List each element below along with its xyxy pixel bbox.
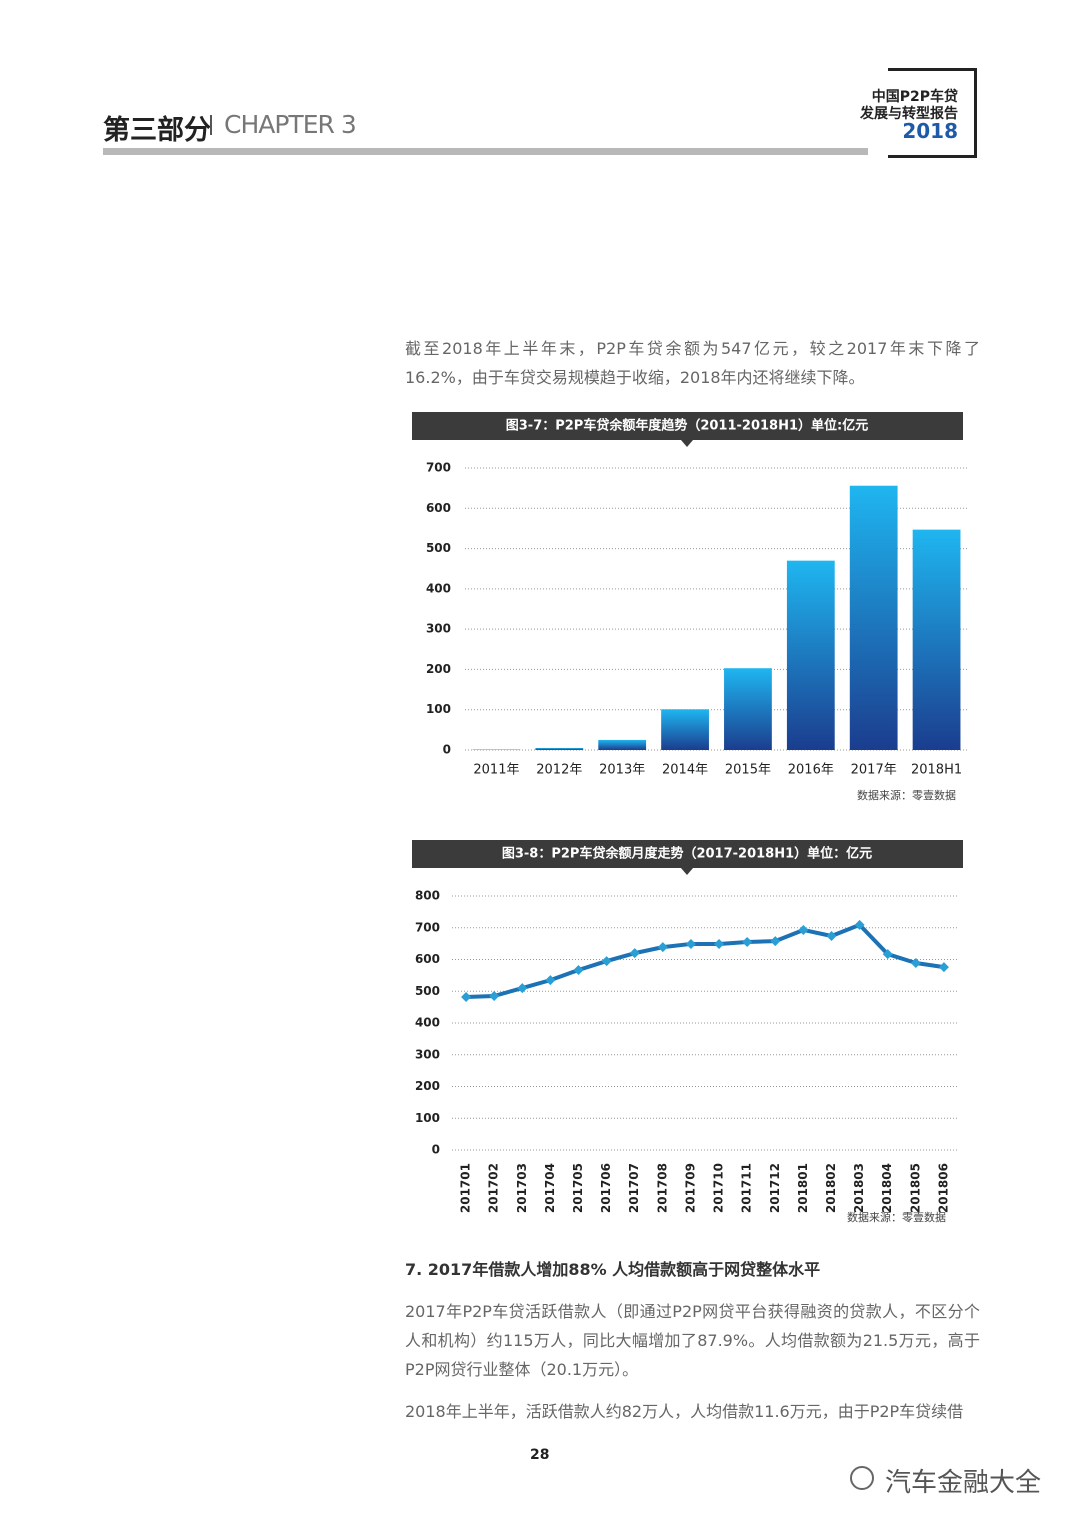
bar bbox=[786, 560, 835, 750]
chart-title-pointer bbox=[681, 868, 693, 875]
marker bbox=[685, 938, 696, 949]
x-tick-label: 201701 bbox=[459, 1163, 473, 1213]
report-title-1: 中国P2P车贷 bbox=[871, 89, 958, 105]
line bbox=[465, 922, 945, 999]
marker bbox=[854, 919, 865, 930]
y-tick-label: 200 bbox=[426, 662, 451, 676]
x-tick-label: 201804 bbox=[880, 1163, 894, 1213]
header-rule bbox=[103, 148, 868, 155]
x-tick-label: 2011年 bbox=[473, 763, 519, 778]
marker bbox=[573, 964, 584, 975]
marker bbox=[742, 937, 753, 948]
y-tick-label: 500 bbox=[415, 984, 440, 998]
marker bbox=[601, 956, 612, 967]
chart-title: 图3-7：P2P车贷余额年度趋势（2011-2018H1）单位:亿元 bbox=[506, 418, 868, 434]
y-tick-label: 100 bbox=[415, 1111, 440, 1125]
y-tick-label: 100 bbox=[426, 702, 451, 716]
x-tick-label: 201801 bbox=[796, 1163, 810, 1213]
section-heading: 7. 2017年借款人增加88% 人均借款额高于网贷整体水平 bbox=[405, 1260, 821, 1279]
x-tick-label: 201709 bbox=[683, 1163, 697, 1213]
chart-title: 图3-8：P2P车贷余额月度走势（2017-2018H1）单位：亿元 bbox=[502, 846, 872, 862]
x-tick-label: 2017年 bbox=[851, 763, 897, 778]
report-year: 2018 bbox=[902, 119, 958, 143]
chart-title-bar bbox=[412, 412, 963, 440]
marker bbox=[882, 949, 893, 960]
chart-title-pointer bbox=[681, 440, 693, 447]
marker bbox=[461, 991, 472, 1002]
report-title-2: 发展与转型报告 bbox=[860, 106, 958, 122]
wechat-icon bbox=[850, 1466, 874, 1490]
x-tick-label: 2014年 bbox=[662, 763, 708, 778]
y-tick-label: 0 bbox=[443, 743, 451, 757]
x-tick-label: 201805 bbox=[908, 1163, 922, 1213]
x-tick-label: 2013年 bbox=[599, 763, 645, 778]
x-tick-label: 2015年 bbox=[725, 763, 771, 778]
y-tick-label: 700 bbox=[415, 920, 440, 934]
x-tick-label: 2012年 bbox=[536, 763, 582, 778]
header-separator bbox=[210, 115, 212, 135]
y-tick-label: 400 bbox=[415, 1016, 440, 1030]
x-tick-label: 201712 bbox=[768, 1163, 782, 1213]
marker bbox=[770, 936, 781, 947]
marker bbox=[657, 942, 668, 953]
bar bbox=[724, 668, 772, 750]
chapter-label: CHAPTER 3 bbox=[224, 110, 357, 139]
x-tick-label: 201706 bbox=[599, 1163, 613, 1213]
x-tick-label: 201702 bbox=[487, 1163, 501, 1213]
x-tick-label: 201710 bbox=[712, 1163, 726, 1213]
paragraph: 2017年P2P车贷活跃借款人（即通过P2P网贷平台获得融资的贷款人，不区分个人… bbox=[405, 1302, 980, 1379]
marker bbox=[798, 924, 809, 935]
marker bbox=[545, 975, 556, 986]
x-tick-label: 201802 bbox=[824, 1163, 838, 1213]
y-tick-label: 700 bbox=[426, 461, 451, 475]
x-tick-label: 2018H1 bbox=[911, 763, 962, 778]
page-number: 28 bbox=[530, 1447, 550, 1463]
y-tick-label: 500 bbox=[426, 541, 451, 555]
marker bbox=[714, 938, 725, 949]
report-box bbox=[888, 68, 977, 158]
x-tick-label: 201705 bbox=[571, 1163, 585, 1213]
section-label: 第三部分 bbox=[103, 115, 211, 146]
x-tick-label: 201708 bbox=[655, 1163, 669, 1213]
x-tick-label: 201704 bbox=[543, 1163, 557, 1213]
marker bbox=[629, 948, 640, 959]
chart-source: 数据来源：零壹数据 bbox=[857, 788, 956, 802]
watermark: 汽车金融大全 bbox=[885, 1468, 1042, 1498]
y-tick-label: 300 bbox=[415, 1047, 440, 1061]
x-tick-label: 201803 bbox=[852, 1163, 866, 1213]
marker bbox=[938, 962, 949, 973]
paragraph: 截至2018年上半年末，P2P车贷余额为547亿元，较之2017年末下降了16.… bbox=[405, 339, 980, 387]
y-tick-label: 300 bbox=[426, 622, 451, 636]
x-tick-label: 201806 bbox=[936, 1163, 950, 1213]
bar bbox=[598, 739, 647, 750]
x-tick-label: 201703 bbox=[515, 1163, 529, 1213]
paragraph: 2018年上半年，活跃借款人约82万人，人均借款11.6万元，由于P2P车贷续借 bbox=[405, 1402, 964, 1421]
y-tick-label: 600 bbox=[415, 952, 440, 966]
x-tick-label: 2016年 bbox=[788, 763, 834, 778]
marker bbox=[489, 991, 500, 1002]
bar bbox=[849, 485, 898, 750]
marker bbox=[517, 983, 528, 994]
x-tick-label: 201707 bbox=[627, 1163, 641, 1213]
marker bbox=[910, 957, 921, 968]
marker bbox=[826, 931, 837, 942]
y-tick-label: 600 bbox=[426, 501, 451, 515]
y-tick-label: 800 bbox=[415, 889, 440, 903]
chart-title-bar bbox=[412, 840, 963, 868]
bar bbox=[535, 747, 584, 750]
x-tick-label: 201711 bbox=[740, 1163, 754, 1213]
y-tick-label: 0 bbox=[432, 1143, 440, 1157]
bar bbox=[912, 529, 961, 750]
chart-source: 数据来源：零壹数据 bbox=[847, 1210, 946, 1224]
bar bbox=[661, 709, 709, 750]
y-tick-label: 200 bbox=[415, 1079, 440, 1093]
y-tick-label: 400 bbox=[426, 581, 451, 595]
